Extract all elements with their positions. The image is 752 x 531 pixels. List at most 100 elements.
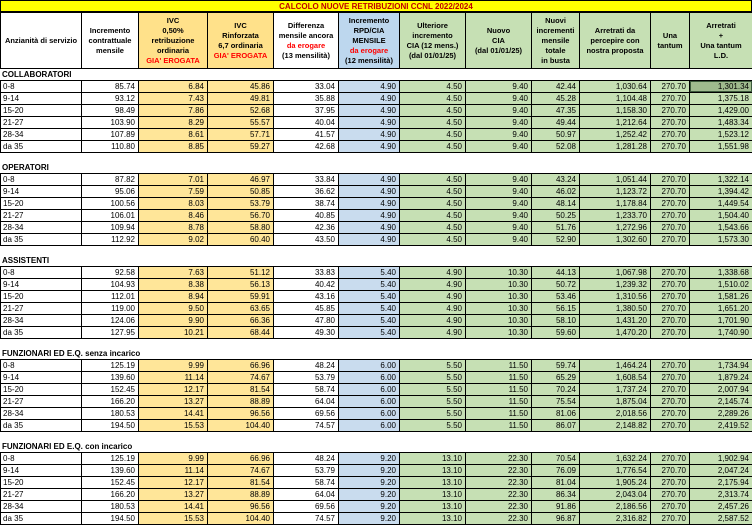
cell-anzianita[interactable]: 15-20	[0, 104, 82, 117]
cell-value[interactable]: 4.90	[399, 290, 466, 303]
cell-value[interactable]: 1,338.68	[689, 266, 752, 279]
section-label[interactable]: FUNZIONARI ED E.Q. con incarico	[2, 442, 133, 451]
cell-value[interactable]: 51.12	[207, 266, 274, 279]
cell-anzianita[interactable]: da 35	[0, 512, 82, 525]
cell-value[interactable]: 6.00	[338, 407, 400, 420]
cell-value[interactable]: 6.00	[338, 419, 400, 432]
cell-value[interactable]: 95.06	[81, 185, 139, 198]
cell-value[interactable]: 68.44	[207, 326, 274, 339]
cell-value[interactable]: 100.56	[81, 197, 139, 210]
cell-value[interactable]: 49.30	[273, 326, 339, 339]
column-header-anzianita[interactable]: Anzianità di servizio	[0, 12, 82, 69]
cell-value[interactable]: 69.56	[273, 500, 339, 513]
cell-value[interactable]: 51.76	[531, 221, 580, 234]
cell-value[interactable]: 58.10	[531, 314, 580, 327]
cell-value[interactable]: 4.50	[399, 197, 466, 210]
cell-value[interactable]: 112.01	[81, 290, 139, 303]
cell-value[interactable]: 4.50	[399, 80, 466, 93]
cell-value[interactable]: 58.74	[273, 383, 339, 396]
cell-value[interactable]: 2,186.56	[579, 500, 651, 513]
section-label[interactable]: COLLABORATORI	[2, 70, 72, 79]
cell-value[interactable]: 139.60	[81, 371, 139, 384]
cell-value[interactable]: 96.56	[207, 407, 274, 420]
cell-value[interactable]: 14.41	[138, 500, 208, 513]
cell-value[interactable]: 50.25	[531, 209, 580, 222]
cell-value[interactable]: 270.70	[650, 128, 690, 141]
cell-value[interactable]: 1,551.98	[689, 140, 752, 153]
cell-value[interactable]: 1,375.18	[689, 92, 752, 105]
cell-value[interactable]: 270.70	[650, 512, 690, 525]
cell-value[interactable]: 9.99	[138, 452, 208, 465]
cell-value[interactable]: 9.99	[138, 359, 208, 372]
cell-value[interactable]: 4.50	[399, 92, 466, 105]
column-header-differenza-mensile[interactable]: Differenza mensile ancora da erogare (13 me…	[273, 12, 339, 69]
cell-value[interactable]: 15.53	[138, 419, 208, 432]
cell-value[interactable]: 270.70	[650, 266, 690, 279]
cell-value[interactable]: 45.28	[531, 92, 580, 105]
cell-value[interactable]: 53.46	[531, 290, 580, 303]
cell-value[interactable]: 6.00	[338, 383, 400, 396]
cell-value[interactable]: 5.50	[399, 419, 466, 432]
cell-value[interactable]: 48.14	[531, 197, 580, 210]
cell-value[interactable]: 8.78	[138, 221, 208, 234]
cell-value[interactable]: 13.10	[399, 464, 466, 477]
cell-value[interactable]: 81.04	[531, 476, 580, 489]
cell-value[interactable]: 1,740.90	[689, 326, 752, 339]
cell-value[interactable]: 1,510.02	[689, 278, 752, 291]
cell-value[interactable]: 43.24	[531, 173, 580, 186]
cell-anzianita[interactable]: da 35	[0, 419, 82, 432]
cell-value[interactable]: 14.41	[138, 407, 208, 420]
cell-value[interactable]: 1,581.26	[689, 290, 752, 303]
cell-value[interactable]: 270.70	[650, 185, 690, 198]
column-header-incremento-contrattuale[interactable]: Incremento contrattuale mensile	[81, 12, 139, 69]
cell-value[interactable]: 1,239.32	[579, 278, 651, 291]
cell-value[interactable]: 33.84	[273, 173, 339, 186]
cell-value[interactable]: 49.81	[207, 92, 274, 105]
cell-value[interactable]: 1,734.94	[689, 359, 752, 372]
cell-value[interactable]: 180.53	[81, 407, 139, 420]
cell-value[interactable]: 74.67	[207, 371, 274, 384]
cell-value[interactable]: 11.50	[465, 371, 532, 384]
cell-value[interactable]: 1,737.24	[579, 383, 651, 396]
cell-value[interactable]: 9.20	[338, 476, 400, 489]
cell-value[interactable]: 4.50	[399, 185, 466, 198]
cell-anzianita[interactable]: 15-20	[0, 383, 82, 396]
cell-value[interactable]: 43.50	[273, 233, 339, 246]
cell-value[interactable]: 58.80	[207, 221, 274, 234]
cell-anzianita[interactable]: 21-27	[0, 488, 82, 501]
cell-value[interactable]: 107.89	[81, 128, 139, 141]
cell-value[interactable]: 46.02	[531, 185, 580, 198]
cell-value[interactable]: 45.85	[273, 302, 339, 315]
cell-value[interactable]: 1,431.20	[579, 314, 651, 327]
cell-value[interactable]: 4.50	[399, 104, 466, 117]
column-header-ivc-rinforzata[interactable]: IVC Rinforzata 6,7 ordinaria GIA' EROGATA	[207, 12, 274, 69]
cell-value[interactable]: 270.70	[650, 326, 690, 339]
cell-value[interactable]: 1,902.94	[689, 452, 752, 465]
cell-value[interactable]: 5.50	[399, 407, 466, 420]
cell-value[interactable]: 36.62	[273, 185, 339, 198]
cell-value[interactable]: 9.40	[465, 80, 532, 93]
cell-anzianita[interactable]: 21-27	[0, 209, 82, 222]
cell-value[interactable]: 2,047.24	[689, 464, 752, 477]
cell-value[interactable]: 4.50	[399, 173, 466, 186]
cell-value[interactable]: 1,879.24	[689, 371, 752, 384]
cell-value[interactable]: 194.50	[81, 419, 139, 432]
cell-value[interactable]: 48.24	[273, 359, 339, 372]
cell-value[interactable]: 1,178.84	[579, 197, 651, 210]
cell-value[interactable]: 37.95	[273, 104, 339, 117]
cell-value[interactable]: 1,212.64	[579, 116, 651, 129]
cell-value[interactable]: 106.01	[81, 209, 139, 222]
column-header-nuovo-cia[interactable]: Nuovo CIA (dal 01/01/25)	[465, 12, 532, 69]
cell-value[interactable]: 33.04	[273, 80, 339, 93]
cell-value[interactable]: 6.00	[338, 359, 400, 372]
cell-anzianita[interactable]: 0-8	[0, 266, 82, 279]
cell-value[interactable]: 1,104.48	[579, 92, 651, 105]
cell-value[interactable]: 66.96	[207, 359, 274, 372]
cell-value[interactable]: 56.13	[207, 278, 274, 291]
column-header-incremento-rpd-cia[interactable]: Incremento RPD/CIA MENSILE da erogare (12 me…	[338, 12, 400, 69]
cell-value[interactable]: 57.71	[207, 128, 274, 141]
column-header-ulteriore-incremento-cia[interactable]: Ulteriore incremento CIA (12 mens.) (dal 01…	[399, 12, 466, 69]
cell-value[interactable]: 4.90	[338, 173, 400, 186]
cell-value[interactable]: 11.50	[465, 383, 532, 396]
cell-value[interactable]: 11.14	[138, 371, 208, 384]
